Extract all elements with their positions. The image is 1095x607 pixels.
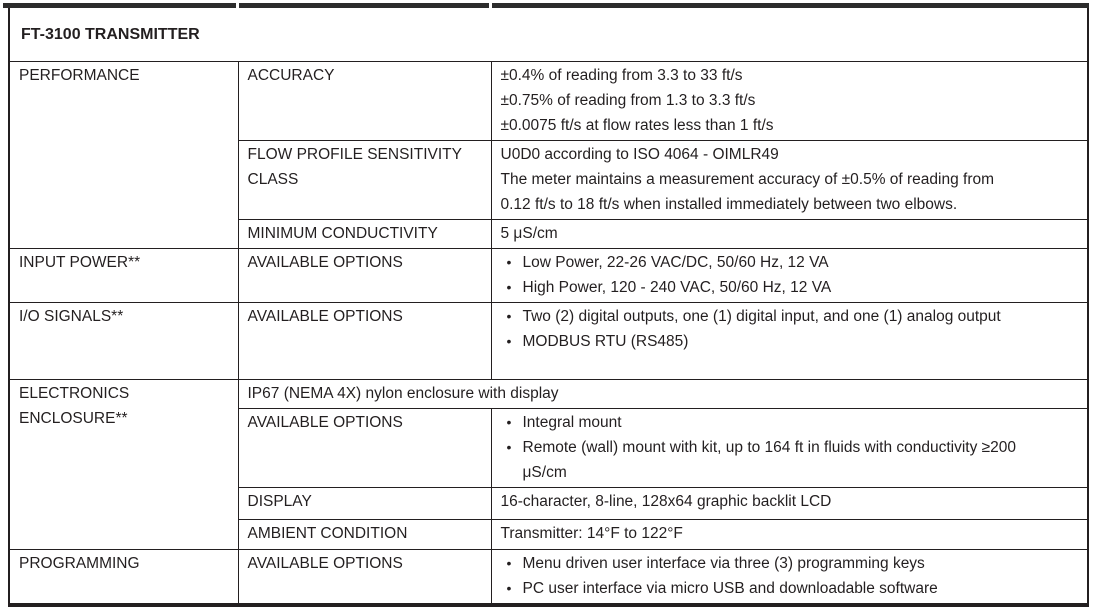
section-label-electronics-enclosure: ELECTRONICS ENCLOSURE** [8, 379, 239, 550]
cropped-row-border [3, 3, 1089, 8]
table-row: INPUT POWER** AVAILABLE OPTIONS Low Powe… [8, 248, 1089, 303]
spec-value-flow-profile: U0D0 according to ISO 4064 - OIMLR49 The… [490, 140, 1089, 220]
transmitter-spec-table: FT-3100 TRANSMITTER PERFORMANCE ACCURACY… [8, 8, 1090, 607]
spec-label-ambient-condition: AMBIENT CONDITION [237, 519, 492, 550]
column-divider-gap [236, 3, 239, 8]
table-row: AMBIENT CONDITION Transmitter: 14°F to 1… [9, 519, 1089, 550]
spec-label-input-power-options: AVAILABLE OPTIONS [237, 248, 492, 303]
bullet-list: Two (2) digital outputs, one (1) digital… [501, 304, 1079, 354]
spec-value-display: 16-character, 8-line, 128x64 graphic bac… [490, 487, 1089, 520]
bullet-item: Menu driven user interface via three (3)… [501, 551, 1079, 576]
bullet-list: Integral mount Remote (wall) mount with … [501, 410, 1079, 485]
spec-value-minimum-conductivity: 5 μS/cm [490, 219, 1089, 249]
column-divider-gap [489, 3, 492, 8]
spec-label-accuracy: ACCURACY [237, 61, 492, 141]
bullet-item: MODBUS RTU (RS485) [501, 329, 1079, 354]
spec-label-display: DISPLAY [237, 487, 492, 520]
table-row: MINIMUM CONDUCTIVITY 5 μS/cm [9, 219, 1089, 249]
table-title: FT-3100 TRANSMITTER [8, 8, 1089, 62]
table-row: ELECTRONICS ENCLOSURE** IP67 (NEMA 4X) n… [8, 379, 1089, 550]
spec-value-input-power-options: Low Power, 22-26 VAC/DC, 50/60 Hz, 12 VA… [490, 248, 1089, 303]
section-label-text: ELECTRONICS ENCLOSURE** [19, 385, 130, 427]
spec-label-io-signals-options: AVAILABLE OPTIONS [237, 302, 492, 380]
section-label-performance: PERFORMANCE [8, 61, 239, 249]
spec-value-programming-options: Menu driven user interface via three (3)… [490, 549, 1089, 606]
table-row: PERFORMANCE ACCURACY ±0.4% of reading fr… [8, 61, 1089, 249]
spec-value-accuracy: ±0.4% of reading from 3.3 to 33 ft/s ±0.… [490, 61, 1089, 141]
bullet-list: Menu driven user interface via three (3)… [501, 551, 1079, 601]
value-line: ±0.0075 ft/s at flow rates less than 1 f… [500, 117, 774, 134]
value-line: U0D0 according to ISO 4064 - OIMLR49 [500, 146, 779, 163]
section-label-programming: PROGRAMMING [8, 549, 239, 606]
bullet-item: PC user interface via micro USB and down… [501, 576, 1079, 601]
table-row: I/O SIGNALS** AVAILABLE OPTIONS Two (2) … [8, 302, 1089, 380]
section-label-input-power: INPUT POWER** [8, 248, 239, 303]
spec-value-io-signals-options: Two (2) digital outputs, one (1) digital… [490, 302, 1089, 380]
value-line: ±0.4% of reading from 3.3 to 33 ft/s [500, 67, 743, 84]
spec-label-minimum-conductivity: MINIMUM CONDUCTIVITY [237, 219, 492, 249]
table-row: DISPLAY 16-character, 8-line, 128x64 gra… [9, 487, 1089, 520]
spec-value-enclosure-options: Integral mount Remote (wall) mount with … [490, 408, 1089, 488]
value-line: The meter maintains a measurement accura… [500, 171, 995, 213]
table-row: FLOW PROFILE SENSITIVITY CLASS U0D0 acco… [9, 140, 1089, 220]
bullet-item: High Power, 120 - 240 VAC, 50/60 Hz, 12 … [501, 275, 1079, 300]
bullet-item: Low Power, 22-26 VAC/DC, 50/60 Hz, 12 VA [501, 250, 1079, 275]
datasheet-page: FT-3100 TRANSMITTER PERFORMANCE ACCURACY… [0, 3, 1095, 607]
spec-value-enclosure-type: IP67 (NEMA 4X) nylon enclosure with disp… [237, 379, 1089, 409]
value-line: ±0.75% of reading from 1.3 to 3.3 ft/s [500, 92, 756, 109]
bullet-item: Remote (wall) mount with kit, up to 164 … [501, 435, 1046, 485]
table-row: PROGRAMMING AVAILABLE OPTIONS Menu drive… [8, 549, 1089, 606]
spec-label-flow-profile: FLOW PROFILE SENSITIVITY CLASS [237, 140, 492, 220]
bullet-item: Two (2) digital outputs, one (1) digital… [501, 304, 1046, 329]
spec-label-enclosure-options: AVAILABLE OPTIONS [237, 408, 492, 488]
bullet-item: Integral mount [501, 410, 1079, 435]
table-row: FT-3100 TRANSMITTER [8, 8, 1089, 62]
section-label-io-signals: I/O SIGNALS** [8, 302, 239, 380]
bullet-list: Low Power, 22-26 VAC/DC, 50/60 Hz, 12 VA… [501, 250, 1079, 300]
table-row: AVAILABLE OPTIONS Integral mount Remote … [9, 408, 1089, 488]
spec-label-programming-options: AVAILABLE OPTIONS [237, 549, 492, 606]
spec-value-ambient-condition: Transmitter: 14°F to 122°F [490, 519, 1089, 550]
